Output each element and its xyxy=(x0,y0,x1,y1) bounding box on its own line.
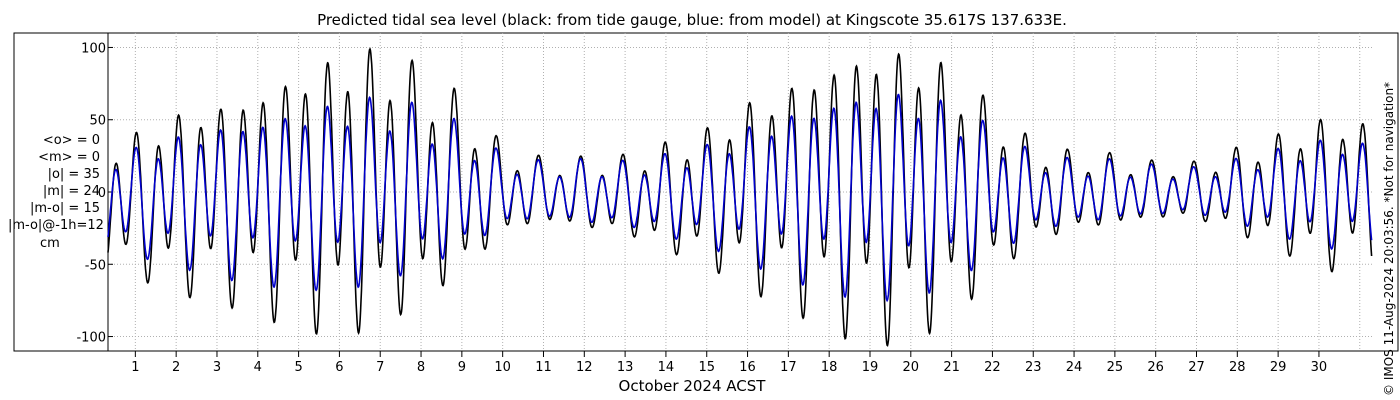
x-tick-label: 15 xyxy=(698,360,715,375)
stats-panel: <o> = 0 <m> = 0 |o| = 35 |m| = 24 |m-o| … xyxy=(8,132,104,234)
x-tick-label: 8 xyxy=(417,360,425,375)
stat-abs-model: |m| = 24 xyxy=(42,184,100,199)
stat-lagged-difference: |m-o|@-1h=12 xyxy=(8,218,104,233)
x-tick-label: 10 xyxy=(494,360,511,375)
x-tick-label: 18 xyxy=(821,360,838,375)
x-tick-label: 25 xyxy=(1107,360,1124,375)
plot-area xyxy=(107,47,1373,347)
x-tick-label: 11 xyxy=(535,360,552,375)
x-tick-label: 30 xyxy=(1311,360,1328,375)
x-tick-label: 3 xyxy=(213,360,221,375)
y-tick-label: -50 xyxy=(85,258,106,273)
y-tick-label: 100 xyxy=(81,41,106,56)
series-line-tide-gauge xyxy=(107,47,1373,347)
grid-lines xyxy=(108,33,1372,351)
x-tick-label: 2 xyxy=(172,360,180,375)
x-tick-label: 29 xyxy=(1270,360,1287,375)
x-tick-label: 17 xyxy=(780,360,797,375)
credit-note: © IMOS 11-Aug-2024 20:03:56. *Not for na… xyxy=(1382,81,1396,396)
x-tick-label: 4 xyxy=(254,360,262,375)
stat-abs-observed: |o| = 35 xyxy=(47,167,100,182)
x-tick-label: 16 xyxy=(739,360,756,375)
x-tick-label: 21 xyxy=(943,360,960,375)
x-tick-label: 19 xyxy=(862,360,879,375)
x-tick-label: 28 xyxy=(1229,360,1246,375)
y-tick-label: 0 xyxy=(98,186,106,201)
stat-mean-model: <m> = 0 xyxy=(38,150,100,165)
y-tick-label: 50 xyxy=(89,114,106,129)
y-axis: -100 -50 0 50 100 xyxy=(76,33,113,351)
outer-frame xyxy=(13,32,1399,352)
x-tick-label: 27 xyxy=(1188,360,1205,375)
x-tick-label: 20 xyxy=(903,360,920,375)
x-tick-label: 23 xyxy=(1025,360,1042,375)
series-line-model xyxy=(107,93,1373,303)
x-tick-label: 1 xyxy=(131,360,139,375)
x-tick-label: 7 xyxy=(376,360,384,375)
chart-title: Predicted tidal sea level (black: from t… xyxy=(317,11,1067,29)
stat-abs-difference: |m-o| = 15 xyxy=(29,201,100,216)
x-tick-label: 12 xyxy=(576,360,593,375)
x-tick-label: 6 xyxy=(335,360,343,375)
x-tick-label: 26 xyxy=(1147,360,1164,375)
x-tick-label: 5 xyxy=(294,360,302,375)
y-tick-label: -100 xyxy=(76,331,106,346)
x-axis-label: October 2024 ACST xyxy=(619,377,767,395)
x-tick-label: 9 xyxy=(458,360,466,375)
x-tick-label: 14 xyxy=(658,360,675,375)
x-axis: 1 2 3 4 5 6 7 8 9 10 11 12 13 14 15 16 17 18 19 20 21 22 23 24 2… xyxy=(131,351,1327,375)
x-tick-label: 22 xyxy=(984,360,1001,375)
unit-label: cm xyxy=(40,236,60,251)
x-tick-label: 13 xyxy=(617,360,634,375)
x-tick-label: 24 xyxy=(1066,360,1083,375)
stat-mean-observed: <o> = 0 xyxy=(42,133,100,148)
